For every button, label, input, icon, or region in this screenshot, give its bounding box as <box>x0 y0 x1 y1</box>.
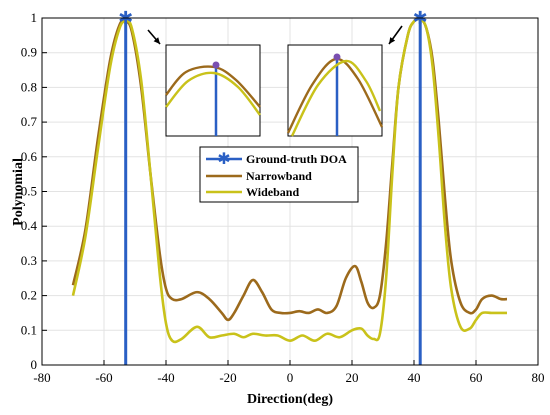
y-axis-label: Polynomial <box>11 158 26 226</box>
x-tick-label: -60 <box>95 370 112 385</box>
y-tick-label: 0 <box>31 357 38 372</box>
x-tick-label: -80 <box>33 370 50 385</box>
x-axis-label: Direction(deg) <box>247 392 333 407</box>
inset-arrowhead <box>389 37 396 44</box>
x-tick-label: -20 <box>219 370 236 385</box>
inset-arrowhead <box>153 37 160 44</box>
y-tick-label: 0.5 <box>21 184 37 199</box>
legend-label-wideband: Wideband <box>246 185 299 199</box>
x-tick-label: 0 <box>287 370 294 385</box>
zoom-inset-right <box>286 25 403 137</box>
legend-label-ground-truth: Ground-truth DOA <box>246 152 347 166</box>
legend-label-narrowband: Narrowband <box>246 169 312 183</box>
x-tick-label: 60 <box>470 370 483 385</box>
y-tick-label: 0.7 <box>21 114 38 129</box>
x-tick-label: 20 <box>346 370 359 385</box>
inset-wideband-line <box>165 71 261 116</box>
y-tick-label: 0.2 <box>21 288 37 303</box>
plot-area: ✱ ✱ <box>71 8 508 365</box>
y-tick-label: 0.6 <box>21 149 38 164</box>
y-tick-label: 0.9 <box>21 45 37 60</box>
inset-peak-marker <box>333 53 341 61</box>
x-tick-label: 80 <box>532 370 545 385</box>
zoom-insets <box>147 25 403 137</box>
zoom-inset-left <box>147 29 261 137</box>
series-line-wideband <box>71 17 507 344</box>
inset-frame <box>165 44 261 137</box>
legend: ✱ Ground-truth DOA Narrowband Wideband <box>199 146 359 203</box>
x-tick-label: 40 <box>408 370 421 385</box>
legend-star-icon: ✱ <box>217 149 230 168</box>
y-tick-label: 1 <box>31 10 38 25</box>
y-tick-label: 0.1 <box>21 322 37 337</box>
x-tick-label: -40 <box>157 370 174 385</box>
x-axis-ticks: -80 -60 -40 -20 0 20 40 60 80 <box>33 360 545 385</box>
y-tick-label: 0.8 <box>21 79 37 94</box>
y-axis-ticks: 0 0.1 0.2 0.3 0.4 0.5 0.6 0.7 0.8 0.9 1 <box>21 10 47 372</box>
y-tick-label: 0.4 <box>21 218 38 233</box>
y-tick-label: 0.3 <box>21 253 37 268</box>
inset-wideband-line <box>290 59 382 137</box>
inset-peak-marker <box>212 61 220 69</box>
